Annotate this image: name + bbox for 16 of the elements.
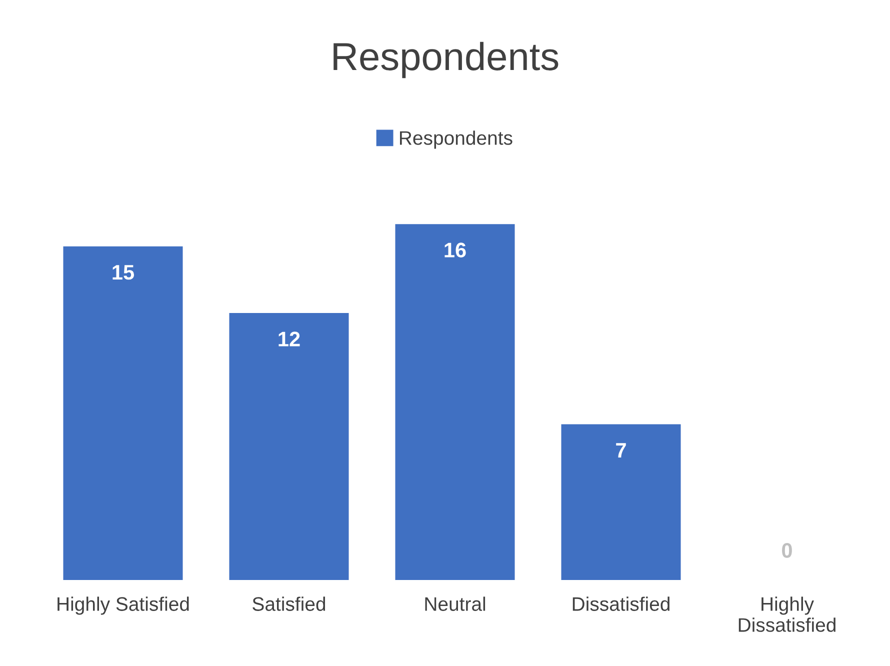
data-label: 7 xyxy=(616,443,626,458)
data-label: 16 xyxy=(444,242,466,258)
x-tick-label: Neutral xyxy=(425,596,486,611)
x-tick-label: Highly Satisfied xyxy=(58,596,189,615)
chart-title: Respondents xyxy=(334,42,558,78)
bar xyxy=(561,424,681,580)
data-label: 12 xyxy=(278,332,300,346)
bar xyxy=(229,313,349,580)
x-tick-label: Satisfied xyxy=(252,596,326,611)
legend-label: Respondents xyxy=(400,130,512,149)
x-tick-label: Dissatisfied xyxy=(572,596,670,611)
bar xyxy=(395,224,515,580)
bar xyxy=(63,246,183,580)
data-label: 0 xyxy=(782,543,792,558)
x-tick-label: Highly Dissatisfied xyxy=(738,596,836,632)
data-label: 15 xyxy=(112,265,134,280)
